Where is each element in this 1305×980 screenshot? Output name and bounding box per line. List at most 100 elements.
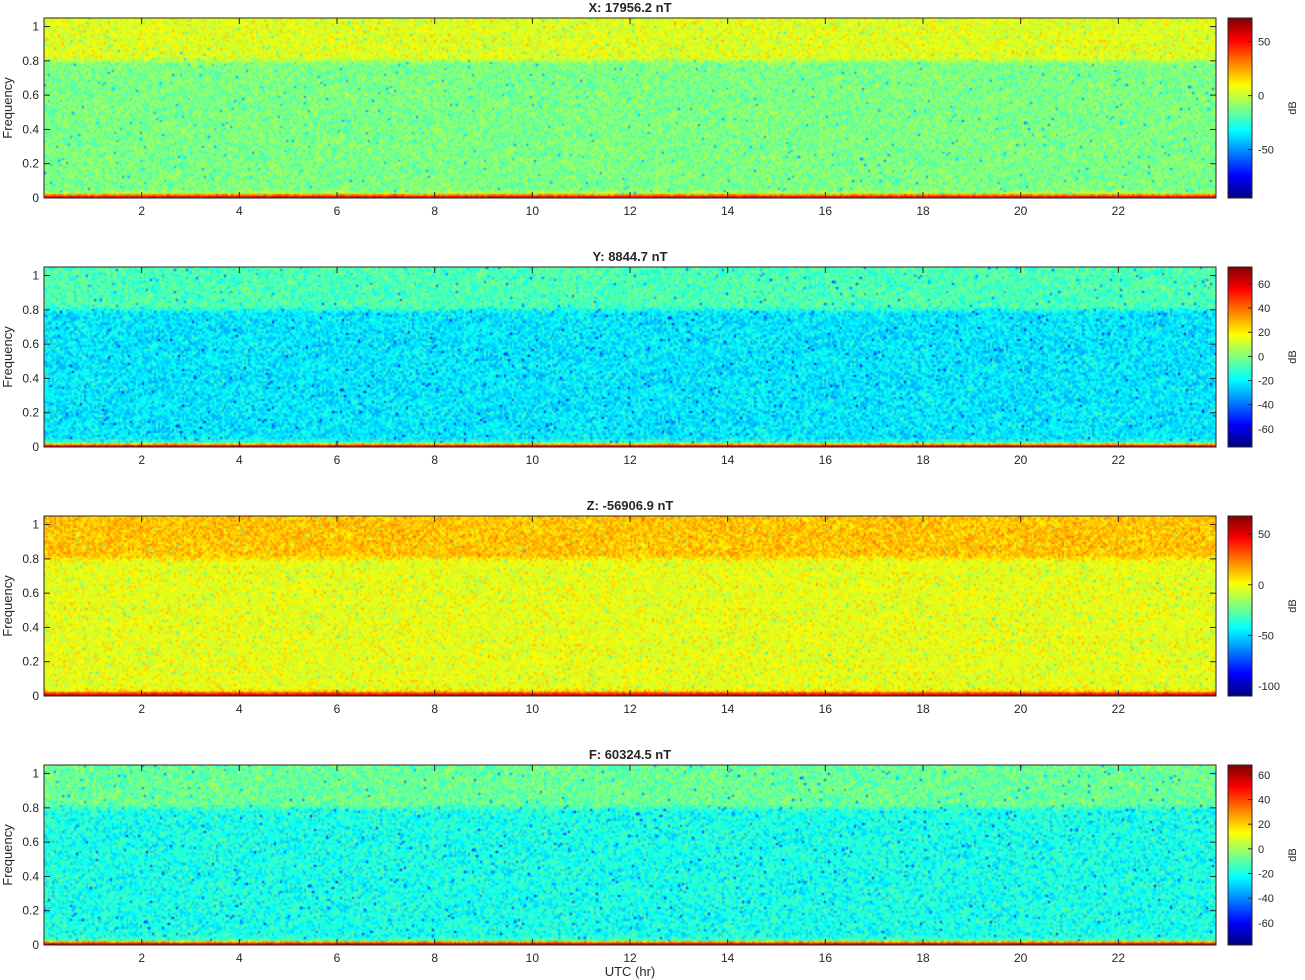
x-tick-label: 10 <box>526 453 540 467</box>
y-axis-label: Frequency <box>0 77 15 139</box>
colorbar-tick-label: 50 <box>1258 37 1270 49</box>
y-tick-label: 0.2 <box>22 904 39 918</box>
colorbar-label: dB <box>1287 350 1299 363</box>
y-tick-label: 0.6 <box>22 88 39 102</box>
x-tick-label: 10 <box>526 951 540 965</box>
colorbar-tick-label: -50 <box>1258 630 1274 642</box>
spectrogram-heatmap <box>44 267 1216 447</box>
x-tick-label: 16 <box>819 204 833 218</box>
x-tick-label: 16 <box>819 951 833 965</box>
colorbar-tick-label: -20 <box>1258 868 1274 880</box>
chart-title: Z: -56906.9 nT <box>587 498 674 513</box>
colorbar-label: dB <box>1287 848 1299 861</box>
x-tick-label: 20 <box>1014 204 1028 218</box>
x-tick-label: 2 <box>138 204 145 218</box>
x-tick-label: 22 <box>1112 702 1126 716</box>
colorbar-tick-label: 60 <box>1258 770 1270 782</box>
x-tick-label: 22 <box>1112 453 1126 467</box>
spectrogram-heatmap <box>44 18 1216 198</box>
x-tick-label: 12 <box>623 951 637 965</box>
x-tick-label: 18 <box>916 204 930 218</box>
x-tick-label: 4 <box>236 951 243 965</box>
x-tick-label: 6 <box>334 453 341 467</box>
y-axis-label: Frequency <box>0 824 15 886</box>
x-tick-label: 6 <box>334 702 341 716</box>
y-tick-label: 0 <box>32 689 39 703</box>
y-tick-label: 0.4 <box>22 122 39 136</box>
x-tick-label: 6 <box>334 204 341 218</box>
y-axis-label: Frequency <box>0 575 15 637</box>
x-tick-label: 4 <box>236 204 243 218</box>
colorbar-tick-label: 0 <box>1258 844 1264 856</box>
y-tick-label: 1 <box>32 20 39 34</box>
x-tick-label: 22 <box>1112 204 1126 218</box>
colorbar-tick-label: -100 <box>1258 681 1280 693</box>
x-tick-label: 2 <box>138 702 145 716</box>
y-tick-label: 0.4 <box>22 371 39 385</box>
colorbar-tick-label: 0 <box>1258 91 1264 103</box>
colorbar-tick-label: 40 <box>1258 303 1270 315</box>
colorbar-tick-label: 40 <box>1258 795 1270 807</box>
spectrogram-heatmap <box>44 516 1216 696</box>
y-tick-label: 0.2 <box>22 406 39 420</box>
colorbar <box>1227 515 1253 697</box>
x-tick-label: 10 <box>526 702 540 716</box>
colorbar-tick-label: 20 <box>1258 327 1270 339</box>
x-tick-label: 8 <box>431 702 438 716</box>
y-tick-label: 0.8 <box>22 303 39 317</box>
y-axis-label: Frequency <box>0 326 15 388</box>
x-tick-label: 12 <box>623 702 637 716</box>
y-tick-label: 0.6 <box>22 586 39 600</box>
x-tick-label: 2 <box>138 453 145 467</box>
colorbar <box>1227 17 1253 199</box>
chart-title: X: 17956.2 nT <box>588 0 671 15</box>
x-tick-label: 4 <box>236 702 243 716</box>
y-tick-label: 1 <box>32 767 39 781</box>
colorbar-tick-label: 60 <box>1258 279 1270 291</box>
colorbar-tick-label: -60 <box>1258 424 1274 436</box>
chart-title: Y: 8844.7 nT <box>593 249 668 264</box>
x-tick-label: 10 <box>526 204 540 218</box>
x-tick-label: 14 <box>721 951 735 965</box>
x-tick-label: 4 <box>236 453 243 467</box>
x-tick-label: 20 <box>1014 702 1028 716</box>
x-tick-label: 20 <box>1014 453 1028 467</box>
y-tick-label: 0.4 <box>22 620 39 634</box>
x-tick-label: 14 <box>721 702 735 716</box>
y-tick-label: 0.6 <box>22 835 39 849</box>
spectrogram-panel-1: 2 4 6 8 10 12 14 16 18 20 22 0 0.2 0.4 0.6 0.8 1 X: 17956… <box>0 0 1299 218</box>
spectrogram-panel-3: 2 4 6 8 10 12 14 16 18 20 22 0 0.2 0.4 0.6 0.8 1 Z: -5690… <box>0 498 1299 716</box>
colorbar-label: dB <box>1287 101 1299 114</box>
x-tick-label: 22 <box>1112 951 1126 965</box>
y-tick-label: 1 <box>32 518 39 532</box>
y-tick-label: 0.8 <box>22 54 39 68</box>
x-tick-label: 6 <box>334 951 341 965</box>
x-tick-label: 16 <box>819 453 833 467</box>
colorbar-tick-label: -40 <box>1258 893 1274 905</box>
x-tick-label: 18 <box>916 702 930 716</box>
y-tick-label: 0.4 <box>22 869 39 883</box>
colorbar-tick-label: -50 <box>1258 144 1274 156</box>
colorbar <box>1227 266 1253 448</box>
x-tick-label: 18 <box>916 951 930 965</box>
x-tick-label: 8 <box>431 204 438 218</box>
colorbar-tick-label: -60 <box>1258 918 1274 930</box>
y-tick-label: 0 <box>32 191 39 205</box>
x-tick-label: 16 <box>819 702 833 716</box>
x-tick-label: 2 <box>138 951 145 965</box>
colorbar <box>1227 764 1253 946</box>
x-tick-label: 8 <box>431 453 438 467</box>
y-tick-label: 1 <box>32 269 39 283</box>
chart-title: F: 60324.5 nT <box>589 747 671 762</box>
x-tick-label: 12 <box>623 453 637 467</box>
spectrogram-panel-2: 2 4 6 8 10 12 14 16 18 20 22 0 0.2 0.4 0.6 0.8 1 Y: 8844.… <box>0 249 1299 467</box>
x-tick-label: 14 <box>721 204 735 218</box>
colorbar-tick-label: 0 <box>1258 351 1264 363</box>
colorbar-tick-label: 20 <box>1258 819 1270 831</box>
y-tick-label: 0.8 <box>22 801 39 815</box>
x-axis-label: UTC (hr) <box>605 964 656 979</box>
x-tick-label: 12 <box>623 204 637 218</box>
colorbar-tick-label: 50 <box>1258 529 1270 541</box>
y-tick-label: 0.2 <box>22 655 39 669</box>
